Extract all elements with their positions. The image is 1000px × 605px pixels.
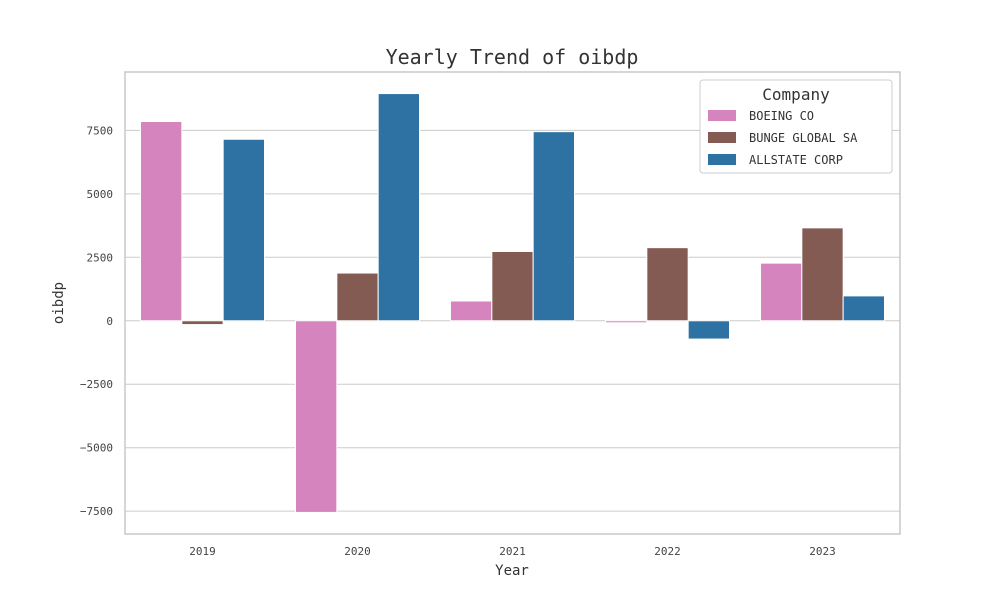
x-axis-title: Year [495,563,529,579]
x-tick-label: 2023 [809,545,836,558]
bar [181,320,224,326]
legend-title: Company [762,85,830,104]
bar [801,227,844,322]
x-tick-labels: 2019 2020 2021 2022 2023 [189,545,836,558]
y-tick-label: −2500 [80,378,113,391]
bar [842,295,886,322]
bar [222,138,266,322]
y-tick-label: −5000 [80,442,113,455]
x-tick-label: 2020 [344,545,371,558]
y-tick-label: −7500 [80,505,113,518]
y-tick-label: 0 [106,315,113,328]
bar [687,320,731,340]
bar [336,272,379,322]
legend-swatch [708,110,736,121]
legend-swatch [708,154,736,165]
chart-title: Yearly Trend of oibdp [386,45,639,69]
y-axis-title: oibdp [51,282,67,324]
x-tick-label: 2019 [189,545,216,558]
bar [377,93,420,322]
bar [295,320,338,513]
bar [605,320,648,324]
legend-label: BOEING CO [749,109,814,123]
legend-label: BUNGE GLOBAL SA [749,131,858,145]
x-tick-label: 2021 [499,545,526,558]
legend-box [699,79,893,174]
bar [450,300,493,322]
legend: Company BOEING CO BUNGE GLOBAL SA ALLSTATE… [699,79,893,174]
bars [140,93,886,513]
y-tick-label: 5000 [87,188,114,201]
bar [760,262,803,322]
legend-swatch [708,132,736,143]
legend-label: ALLSTATE CORP [749,153,843,167]
bar [491,250,534,322]
y-tick-labels: −7500 −5000 −2500 0 2500 5000 7500 [80,124,113,518]
y-tick-label: 7500 [87,124,114,137]
plot-frame [124,71,901,535]
bar [140,121,183,322]
y-tick-label: 2500 [87,251,114,264]
x-tick-label: 2022 [654,545,681,558]
bar [532,131,576,322]
bar [646,247,689,322]
